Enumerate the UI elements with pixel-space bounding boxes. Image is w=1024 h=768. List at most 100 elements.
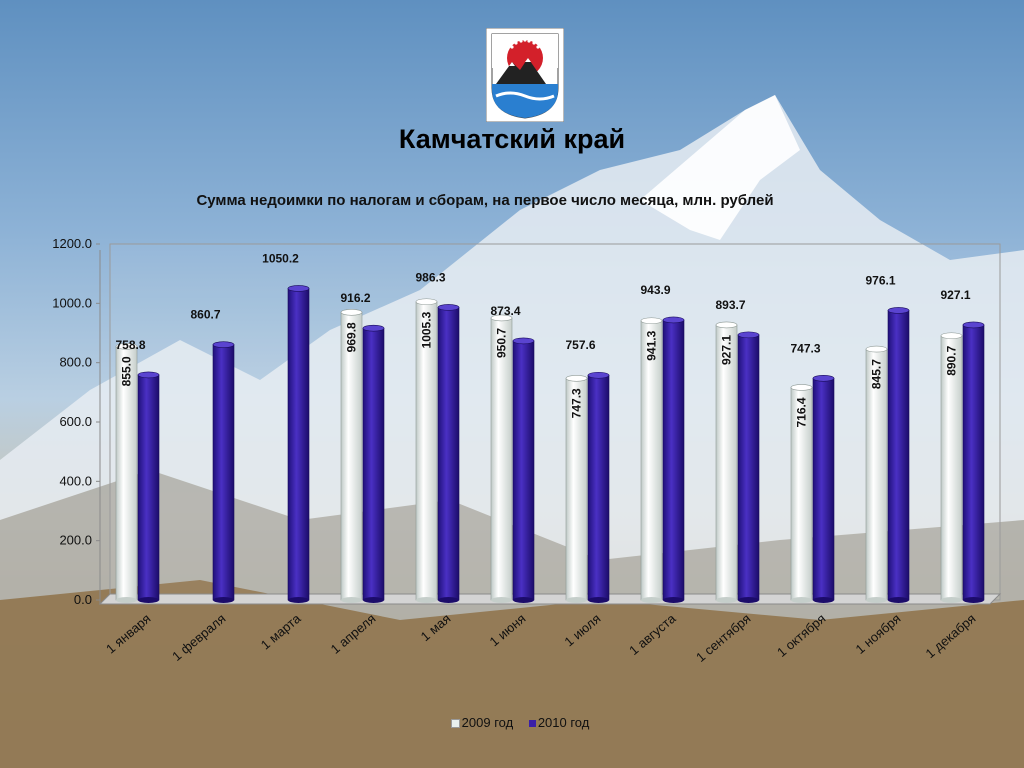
data-label-2010: 927.1: [940, 288, 970, 302]
bar-cap: [340, 308, 363, 316]
data-label-2009: 845.7: [870, 359, 884, 389]
bar-2010 год-1 апреля: [362, 327, 385, 601]
y-tick-label: 1000.0: [52, 295, 92, 310]
region-title: Камчатский край: [398, 124, 626, 154]
bar-2010 год-1 марта: [287, 288, 310, 601]
data-label-2010: 758.8: [115, 338, 145, 352]
bar-base: [213, 597, 234, 603]
bar-base: [138, 597, 159, 603]
data-label-2010: 943.9: [640, 283, 670, 297]
data-label-2009: 941.3: [645, 330, 659, 360]
bar-2010 год-1 июня: [512, 340, 535, 601]
x-tick-label: 1 декабря: [922, 611, 978, 661]
bar-2009 год-1 сентября: [715, 324, 738, 601]
bars: 855.0 969.8 1005.3 950.7 747.3 941.3 927.1 716.…: [115, 251, 985, 603]
bar-2010 год-1 января: [137, 374, 160, 601]
bar-base: [416, 597, 437, 603]
bar-base: [963, 597, 984, 603]
x-tick-label: 1 апреля: [328, 611, 379, 657]
bar-base: [888, 597, 909, 603]
bar-cap: [287, 285, 310, 292]
y-tick-label: 0.0: [74, 592, 92, 607]
x-tick-label: 1 января: [103, 611, 153, 657]
bar-cap: [490, 314, 513, 322]
bar-base: [491, 597, 512, 603]
bar-base: [566, 597, 587, 603]
bar-2009 год-1 апреля: [340, 311, 363, 601]
bar-base: [438, 597, 459, 603]
bar-cap: [212, 341, 235, 348]
data-label-2010: 757.6: [565, 338, 595, 352]
x-tick-label: 1 июня: [487, 611, 529, 650]
bar-2010 год-1 декабря: [962, 324, 985, 601]
x-tick-label: 1 августа: [626, 610, 679, 658]
bar-2010 год-1 октября: [812, 378, 835, 601]
x-tick-label: 1 февраля: [169, 611, 228, 664]
bar-2010 год-1 августа: [662, 319, 685, 601]
x-tick-label: 1 марта: [258, 610, 304, 652]
x-axis-ticks: 1 января 1 февраля 1 марта 1 апреля 1 мая 1 и…: [103, 610, 978, 665]
data-label-2010: 873.4: [490, 304, 520, 318]
bar-base: [288, 597, 309, 603]
bar-cap: [715, 321, 738, 329]
data-label-2009: 927.1: [720, 335, 734, 365]
legend-label-2009: 2009 год: [461, 715, 514, 730]
bar-cap: [115, 343, 138, 350]
bar-base: [116, 597, 137, 603]
chart-title: Сумма недоимки по налогам и сборам, на п…: [196, 192, 774, 209]
data-label-2010: 1050.2: [262, 251, 299, 265]
legend-label-2010: 2010 год: [537, 715, 590, 730]
data-label-2009: 950.7: [495, 328, 509, 358]
bar-2010 год-1 июля: [587, 374, 610, 601]
bar-cap: [865, 345, 888, 353]
y-tick-label: 1200.0: [52, 236, 92, 251]
data-label-2009: 890.7: [945, 345, 959, 375]
bar-base: [641, 597, 662, 603]
x-tick-label: 1 октября: [774, 611, 828, 660]
plot-frame: [98, 243, 1002, 605]
data-label-2009: 1005.3: [420, 311, 434, 348]
data-label-2010: 893.7: [715, 298, 745, 312]
bar-cap: [887, 307, 910, 314]
bar-cap: [962, 321, 985, 329]
bar-cap: [662, 316, 685, 324]
bar-base: [866, 597, 887, 603]
legend-item-2010: 2010 год: [528, 715, 590, 730]
bar-2010 год-1 ноября: [887, 310, 910, 601]
bar-2010 год-1 мая: [437, 307, 460, 601]
bar-2010 год-1 февраля: [212, 344, 235, 601]
bar-base: [738, 597, 759, 603]
bar-cap: [940, 332, 963, 340]
legend-item-2009: 2009 год: [450, 715, 514, 730]
plot-floor: [98, 593, 1002, 605]
bar-base: [341, 597, 362, 603]
data-label-2009: 716.4: [795, 397, 809, 427]
data-label-2009: 747.3: [570, 388, 584, 418]
bar-cap: [790, 384, 813, 391]
bar-cap: [812, 375, 835, 382]
legend-swatch-2009: [450, 719, 460, 729]
data-label-2010: 860.7: [190, 308, 220, 322]
data-label-2010: 986.3: [415, 270, 445, 284]
bar-2009 год-1 августа: [640, 320, 663, 601]
y-axis-ticks: 0.0 200.0 400.0 600.0 800.0 1000.0 1200.0: [52, 236, 100, 607]
bar-base: [363, 597, 384, 603]
bar-cap: [737, 331, 760, 339]
bar-cap: [437, 304, 460, 311]
bar-base: [791, 597, 812, 603]
data-label-2010: 747.3: [790, 341, 820, 355]
kamchatka-coat-of-arms-icon: [486, 28, 564, 122]
legend: 2009 год 2010 год: [0, 715, 1024, 730]
bar-cap: [415, 298, 438, 306]
bar-cap: [640, 317, 663, 325]
bar-base: [813, 597, 834, 603]
bar-cap: [587, 371, 610, 379]
bar-base: [941, 597, 962, 603]
y-tick-label: 600.0: [59, 414, 92, 429]
x-tick-label: 1 июля: [561, 611, 603, 650]
x-tick-label: 1 сентября: [693, 611, 753, 665]
bar-cap: [137, 371, 160, 379]
bar-2009 год-1 июня: [490, 317, 513, 601]
y-tick-label: 200.0: [59, 533, 92, 548]
